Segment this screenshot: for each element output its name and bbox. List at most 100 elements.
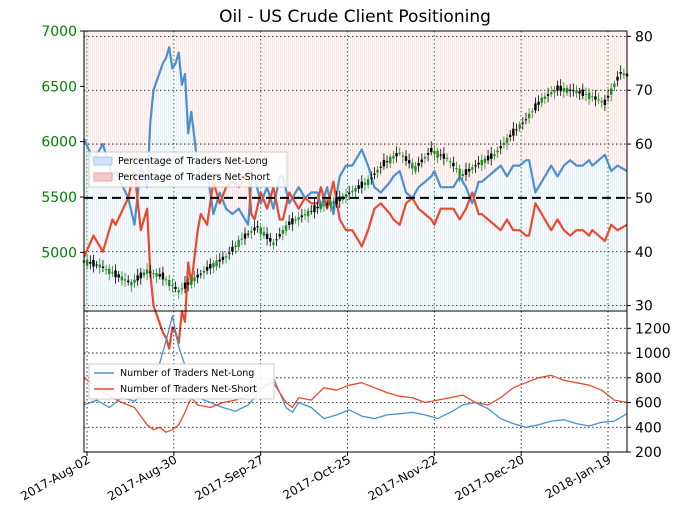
net-short-stripe	[140, 31, 142, 174]
net-long-stripe	[430, 177, 432, 311]
legend-swatch-net-short	[93, 172, 113, 182]
net-short-stripe	[614, 31, 616, 169]
bottom-right-tick-label: 1000	[635, 346, 671, 362]
net-short-stripe	[576, 31, 578, 166]
net-short-stripe	[192, 31, 194, 118]
net-short-stripe	[510, 31, 512, 172]
candle-body	[477, 162, 480, 165]
net-long-stripe	[130, 205, 132, 311]
net-long-stripe	[304, 196, 306, 311]
net-long-stripe	[552, 166, 554, 311]
net-short-stripe	[462, 31, 464, 181]
bottom-series	[83, 315, 628, 433]
candle-body	[376, 169, 379, 173]
net-short-stripe	[104, 31, 106, 148]
candle-body	[550, 92, 553, 95]
net-short-stripe	[518, 31, 520, 166]
left-tick-label: 7000	[41, 24, 77, 40]
candle-body	[417, 162, 420, 166]
net-short-stripe	[426, 31, 428, 181]
candle-body	[114, 270, 117, 278]
net-long-stripe	[330, 199, 332, 311]
net-short-stripe	[112, 31, 114, 175]
net-short-stripe	[182, 31, 184, 85]
net-short-stripe	[418, 31, 420, 189]
net-short-stripe	[286, 31, 288, 190]
candle-body	[486, 155, 490, 161]
net-short-stripe	[322, 31, 324, 205]
net-long-stripe	[280, 176, 282, 311]
net-short-stripe	[208, 31, 210, 177]
candle-body	[205, 266, 209, 271]
net-short-stripe	[346, 31, 348, 166]
net-long-stripe	[266, 189, 268, 311]
bottom-right-tick-label: 400	[635, 420, 662, 436]
net-short-stripe	[210, 31, 212, 191]
net-long-stripe	[436, 175, 438, 311]
candle-body	[606, 95, 610, 98]
net-short-stripe	[492, 31, 494, 174]
net-short-stripe	[476, 31, 478, 191]
net-short-stripe	[224, 31, 226, 204]
net-short-stripe	[360, 31, 362, 153]
candle-body	[284, 225, 288, 231]
net-short-stripe	[332, 31, 334, 209]
net-short-stripe	[88, 31, 90, 148]
net-short-stripe	[572, 31, 574, 162]
net-long-stripe	[434, 171, 436, 311]
candle-body	[117, 274, 120, 278]
net-short-stripe	[456, 31, 458, 183]
candle-body	[430, 147, 433, 153]
net-short-stripe	[408, 31, 410, 195]
net-long-stripe	[128, 197, 130, 311]
net-long-stripe	[510, 171, 512, 311]
net-long-stripe	[578, 165, 580, 311]
candle-body	[164, 279, 168, 281]
net-long-stripe	[508, 174, 510, 311]
candle-body	[215, 260, 218, 267]
net-short-stripe	[258, 31, 260, 192]
net-short-stripe	[130, 31, 132, 206]
candle-body	[379, 166, 382, 168]
net-long-stripe	[624, 169, 626, 311]
net-short-stripe	[294, 31, 296, 196]
bottom-panel: 200 400 600 800 1000 1200 Number of Traders N…	[83, 310, 671, 461]
net-short-stripe	[488, 31, 490, 177]
net-long-stripe	[458, 179, 460, 311]
net-long-stripe	[616, 166, 618, 311]
net-long-stripe	[226, 208, 228, 311]
net-long-stripe	[492, 173, 494, 311]
net-short-stripe	[568, 31, 570, 163]
net-long-stripe	[268, 190, 270, 311]
net-long-stripe	[290, 201, 292, 311]
net-short-stripe	[136, 31, 138, 211]
net-short-stripe	[394, 31, 396, 176]
net-long-stripe	[114, 173, 116, 311]
net-short-stripe	[624, 31, 626, 170]
net-short-stripe	[154, 31, 156, 89]
net-short-stripe	[364, 31, 366, 156]
net-short-stripe	[370, 31, 372, 173]
x-tick-label: 2017-Aug-30	[105, 452, 179, 503]
net-short-stripe	[586, 31, 588, 163]
candle-body	[152, 273, 155, 275]
net-short-stripe	[522, 31, 524, 164]
net-long-stripe	[94, 159, 96, 311]
net-long-stripe	[240, 210, 242, 311]
net-long-stripe	[470, 197, 472, 311]
net-short-stripe	[230, 31, 232, 213]
candle-body	[565, 87, 569, 93]
net-short-stripe	[374, 31, 376, 186]
net-long-stripe	[576, 165, 578, 311]
net-long-stripe	[590, 161, 592, 311]
net-long-stripe	[476, 190, 478, 311]
net-short-stripe	[524, 31, 526, 162]
net-long-stripe	[154, 88, 156, 311]
candle-body	[407, 160, 411, 164]
net-short-stripe	[484, 31, 486, 180]
net-short-stripe	[520, 31, 522, 166]
left-axis-ticks: 5000 5500 6000 6500 7000	[41, 24, 84, 261]
left-tick-label: 6000	[41, 135, 77, 151]
net-short-stripe	[434, 31, 436, 172]
net-long-stripe	[188, 129, 190, 311]
